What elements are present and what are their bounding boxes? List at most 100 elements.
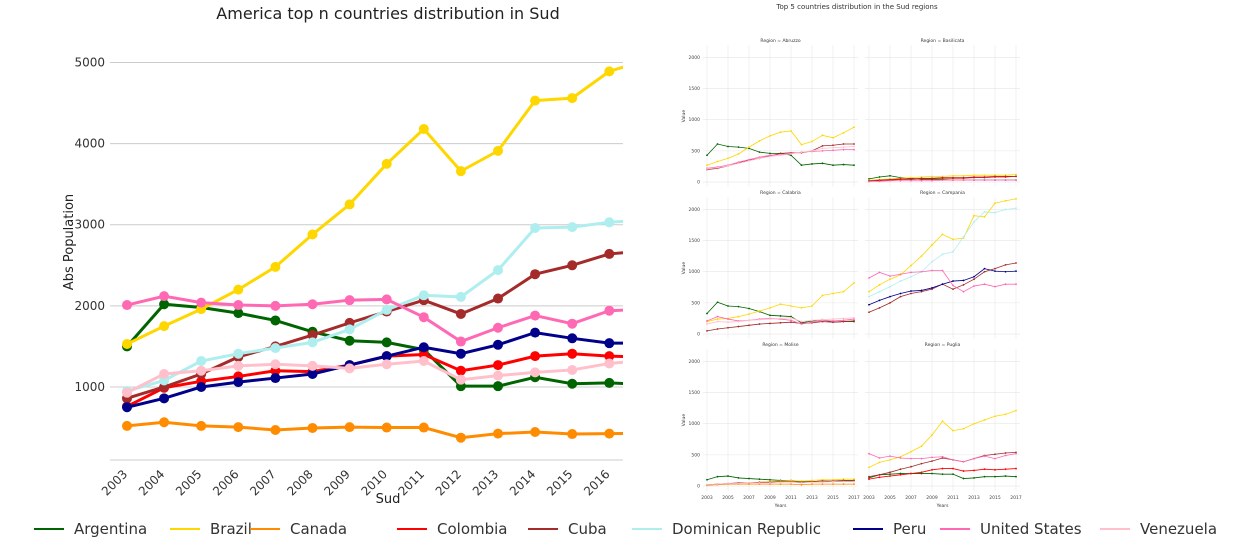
facet-line-chart: Top 5 countries distribution in the Sud … [681,3,1022,509]
facet-data-point-brazil [889,278,891,281]
legend-label: Dominican Republic [672,520,822,538]
facet-data-point-cuba [790,321,792,324]
facet-data-point-brazil [899,455,902,458]
facet-data-point-cuba [842,143,845,145]
facet-data-point-argentina [952,473,954,476]
facet-data-point-united-states [952,179,954,182]
data-point-colombia [493,360,503,371]
main-y-tick-label: 2000 [74,299,105,313]
main-series-group [122,65,623,443]
facet-data-point-brazil [758,310,761,312]
facet-data-point-united-states [821,149,824,152]
facet-data-point-cuba [931,288,933,291]
facet-data-point-cuba [973,176,975,178]
facet-data-point-argentina [920,472,923,475]
facet-data-point-brazil [737,315,740,318]
facet-data-point-cuba [962,283,965,286]
facet-x-tick-label: 2013 [806,495,818,501]
facet-data-point-brazil [983,174,986,177]
data-point-brazil [307,229,318,240]
facet-data-point-peru [1015,270,1017,273]
facet-panel-title: Region = Abruzzo [760,38,800,44]
facet-data-point-united-states [889,179,891,182]
facet-y-tick-label: 1500 [689,390,701,396]
facet-y-tick-label: 2000 [689,55,701,61]
data-point-canada [270,424,281,435]
data-point-cuba [604,248,615,259]
legend-swatch [528,528,558,530]
data-point-brazil [604,66,615,77]
data-point-venezuela [567,364,578,375]
facet-data-point-argentina [790,154,792,157]
facet-panel-region-abruzzo: 0 500 1000 1500 2000 Region = Abruzzo Value [681,38,858,187]
facet-data-point-brazil [973,422,975,425]
facet-data-point-brazil [769,306,771,309]
legend-label: Cuba [568,520,607,538]
facet-data-point-colombia [941,467,944,470]
data-point-brazil [122,338,132,349]
data-point-dominican-republic [196,356,207,367]
facet-data-point-venezuela [737,482,740,485]
data-point-venezuela [530,367,541,378]
data-point-dominican-republic [567,222,578,233]
facet-data-point-argentina [758,478,761,481]
facet-data-point-brazil [853,282,855,284]
data-point-canada [493,428,503,439]
facet-data-point-brazil [952,429,954,432]
facet-data-point-united-states [931,456,933,459]
facet-data-point-united-states [962,179,965,182]
facet-data-point-dominican-republic [952,250,954,253]
facet-data-point-united-states [758,156,761,159]
facet-data-point-cuba [842,320,845,323]
data-point-argentina [233,308,244,319]
facet-data-point-brazil [962,427,965,430]
facet-series-line-united-states [868,270,1016,293]
data-point-dominican-republic [493,265,503,276]
facet-data-point-argentina [748,477,750,480]
facet-data-point-brazil [832,136,834,139]
facet-data-point-venezuela [779,317,782,320]
data-point-venezuela [493,370,503,381]
facet-data-point-cuba [931,177,933,180]
legend-swatch [1100,528,1130,530]
facet-data-point-venezuela [790,481,792,484]
main-y-tick-label: 3000 [74,218,105,232]
data-point-venezuela [122,387,132,398]
facet-data-point-venezuela [842,146,845,149]
facet-data-point-united-states [790,319,792,322]
main-y-tick-label: 5000 [74,55,105,69]
facet-data-point-venezuela [737,162,740,165]
facet-data-point-brazil [952,238,954,241]
data-point-united-states [530,310,541,321]
facet-data-point-united-states [952,284,954,287]
facet-data-point-cuba [994,175,996,178]
facet-data-point-united-states [962,460,965,463]
facet-y-axis-label: Value [681,110,687,123]
legend-label: Argentina [74,520,148,538]
facet-data-point-united-states [910,271,912,274]
facet-data-point-brazil [941,233,944,236]
facet-data-point-colombia [920,471,923,474]
facet-x-tick-label: 2007 [743,495,755,501]
facet-data-point-colombia [1015,467,1017,470]
data-point-colombia [455,365,466,376]
facet-data-point-argentina [962,477,965,480]
facet-data-point-cuba [853,143,855,145]
facet-data-point-argentina [868,477,870,479]
facet-data-point-united-states [899,457,902,459]
facet-data-point-united-states [811,321,813,324]
facet-data-point-brazil [790,130,792,132]
facet-data-point-brazil [821,478,824,481]
facet-data-point-cuba [769,322,771,325]
facet-data-point-cuba [1004,263,1007,266]
facet-data-point-united-states [706,320,708,322]
data-point-united-states [270,300,281,311]
facet-data-point-colombia [983,468,986,471]
facet-y-tick-label: 0 [697,332,700,338]
legend-label: United States [980,520,1082,538]
facet-data-point-argentina [769,314,771,317]
legend-swatch [940,528,970,530]
data-point-united-states [344,295,355,306]
facet-data-point-united-states [899,179,902,182]
data-point-canada [344,422,355,433]
